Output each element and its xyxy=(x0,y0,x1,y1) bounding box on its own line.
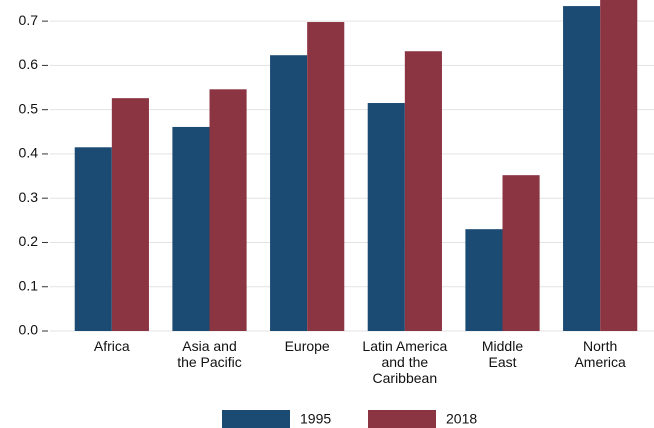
bar xyxy=(502,175,540,331)
x-tick-label: Latin America and the Caribbean xyxy=(362,338,448,386)
bar xyxy=(600,0,638,331)
bar xyxy=(404,51,442,331)
y-tick-label: 0.0 xyxy=(19,322,39,338)
y-tick-label: 0.4 xyxy=(19,145,39,161)
bar xyxy=(209,89,247,331)
bar xyxy=(74,147,112,331)
bar xyxy=(563,6,601,331)
x-tick-label: North America xyxy=(574,338,626,370)
bar xyxy=(367,103,405,331)
y-tick-label: 0.6 xyxy=(19,56,39,72)
x-tick-label: Middle East xyxy=(481,338,524,370)
bar xyxy=(465,229,503,331)
y-tick-label: 0.2 xyxy=(19,233,39,249)
legend-label: 1995 xyxy=(300,411,331,427)
y-tick-label: 0.7 xyxy=(19,12,39,28)
bar xyxy=(111,98,149,331)
y-tick-label: 0.3 xyxy=(19,189,39,205)
bar xyxy=(172,126,210,331)
legend-swatch xyxy=(368,410,436,428)
x-tick-label: Africa xyxy=(93,338,130,354)
y-tick-label: 0.1 xyxy=(19,277,39,293)
y-tick-label: 0.5 xyxy=(19,100,39,116)
legend-label: 2018 xyxy=(446,411,477,427)
legend-swatch xyxy=(222,410,290,428)
x-tick-label: Asia and the Pacific xyxy=(177,338,242,370)
bar xyxy=(307,22,345,331)
x-tick-label: Europe xyxy=(284,338,330,354)
bar xyxy=(270,55,308,332)
